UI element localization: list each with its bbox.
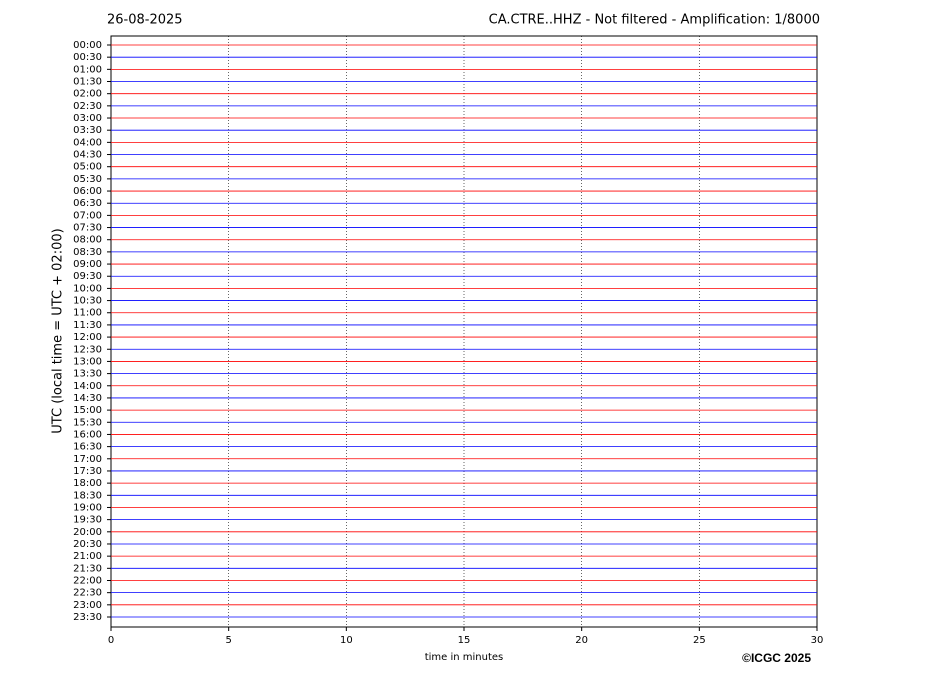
y-tick-label: 06:00 — [73, 186, 102, 197]
x-tick-label: 30 — [811, 635, 824, 646]
y-tick-label: 11:00 — [73, 308, 102, 319]
y-tick-label: 08:00 — [73, 235, 102, 246]
x-tick-label: 15 — [458, 635, 471, 646]
y-tick-label: 02:30 — [73, 101, 102, 112]
x-tick-label: 20 — [575, 635, 588, 646]
x-tick-label: 0 — [108, 635, 114, 646]
y-tick-label: 01:30 — [73, 77, 102, 88]
y-tick-label: 01:00 — [73, 64, 102, 75]
x-tick-label: 5 — [225, 635, 231, 646]
y-tick-label: 04:00 — [73, 137, 102, 148]
y-tick-label: 17:00 — [73, 454, 102, 465]
chart-date: 26-08-2025 — [107, 13, 183, 28]
y-tick-label: 10:30 — [73, 296, 102, 307]
plot-frame — [110, 35, 818, 628]
y-tick-label: 08:30 — [73, 247, 102, 258]
y-tick-label: 07:00 — [73, 210, 102, 221]
y-tick-label: 13:30 — [73, 369, 102, 380]
y-tick-label: 09:30 — [73, 271, 102, 282]
y-tick-label: 21:30 — [73, 563, 102, 574]
y-tick-label: 06:30 — [73, 198, 102, 209]
y-tick-label: 14:00 — [73, 381, 102, 392]
y-tick-label: 02:00 — [73, 89, 102, 100]
y-tick-label: 18:00 — [73, 478, 102, 489]
y-tick-label: 15:00 — [73, 405, 102, 416]
y-tick-label: 22:30 — [73, 588, 102, 599]
y-tick-label: 16:30 — [73, 442, 102, 453]
y-tick-label: 07:30 — [73, 223, 102, 234]
y-tick-label: 00:00 — [73, 40, 102, 51]
y-tick-label: 23:30 — [73, 612, 102, 623]
chart-title: CA.CTRE..HHZ - Not filtered - Amplificat… — [489, 13, 820, 28]
x-tick-label: 25 — [693, 635, 706, 646]
x-tick-label: 10 — [340, 635, 353, 646]
y-tick-label: 05:30 — [73, 174, 102, 185]
x-axis-label: time in minutes — [425, 652, 504, 663]
y-tick-label: 11:30 — [73, 320, 102, 331]
y-tick-label: 12:00 — [73, 332, 102, 343]
y-tick-label: 20:00 — [73, 527, 102, 538]
y-tick-label: 10:00 — [73, 283, 102, 294]
y-tick-label: 13:00 — [73, 356, 102, 367]
y-tick-label: 16:00 — [73, 429, 102, 440]
y-tick-label: 09:00 — [73, 259, 102, 270]
y-tick-label: 22:00 — [73, 575, 102, 586]
y-axis-label: UTC (local time = UTC + 02:00) — [51, 228, 66, 433]
y-tick-label: 12:30 — [73, 344, 102, 355]
y-tick-label: 14:30 — [73, 393, 102, 404]
y-tick-label: 19:30 — [73, 515, 102, 526]
copyright: ©ICGC 2025 — [742, 651, 811, 665]
y-tick-label: 23:00 — [73, 600, 102, 611]
y-tick-label: 04:30 — [73, 150, 102, 161]
y-tick-label: 00:30 — [73, 52, 102, 63]
y-tick-label: 18:30 — [73, 490, 102, 501]
y-tick-label: 20:30 — [73, 539, 102, 550]
y-tick-label: 19:00 — [73, 502, 102, 513]
y-tick-label: 15:30 — [73, 417, 102, 428]
y-tick-label: 05:00 — [73, 162, 102, 173]
y-tick-label: 21:00 — [73, 551, 102, 562]
y-tick-label: 03:00 — [73, 113, 102, 124]
y-tick-label: 03:30 — [73, 125, 102, 136]
y-tick-label: 17:30 — [73, 466, 102, 477]
